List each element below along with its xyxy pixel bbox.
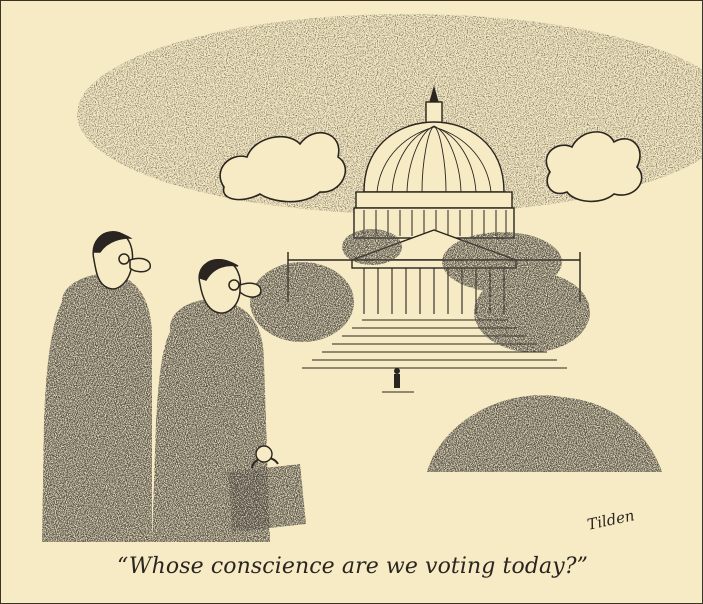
left-man xyxy=(42,273,152,542)
capitol-building xyxy=(287,85,581,369)
left-cloud xyxy=(219,131,347,203)
right-cloud xyxy=(545,131,643,203)
hand xyxy=(255,445,273,463)
right-man-head xyxy=(198,259,262,314)
briefcase xyxy=(228,464,306,532)
bushes xyxy=(250,229,662,472)
cartoon-illustration xyxy=(42,14,703,542)
left-man-head xyxy=(92,231,151,290)
cartoon-caption: “Whose conscience are we voting today?” xyxy=(116,554,589,579)
small-figure xyxy=(382,368,414,393)
